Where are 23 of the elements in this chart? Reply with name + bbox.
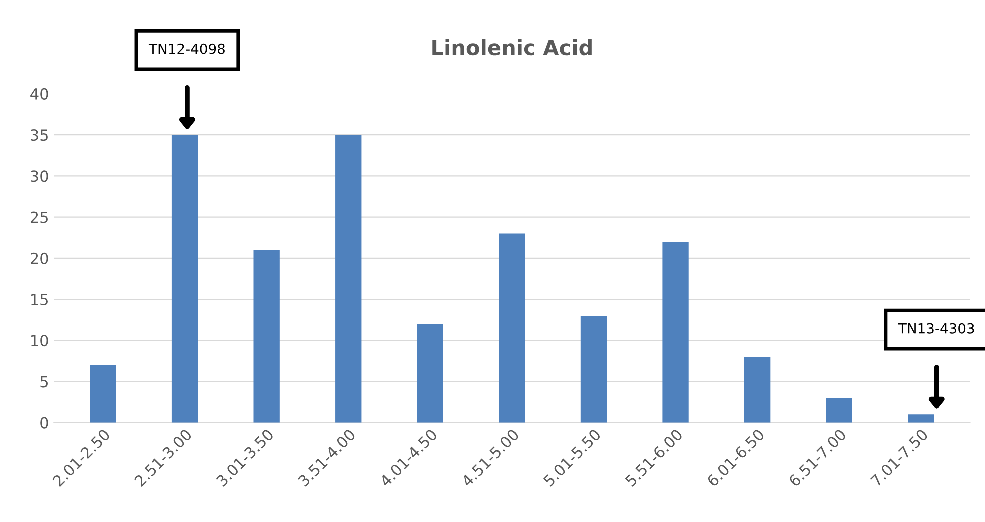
bar xyxy=(254,250,280,423)
bar xyxy=(908,414,934,423)
y-tick-label: 25 xyxy=(30,212,48,224)
bar xyxy=(662,242,689,423)
y-tick-label: 0 xyxy=(40,417,48,429)
bar xyxy=(90,365,116,423)
y-tick-label: 40 xyxy=(30,88,48,100)
annotation: TN13-4303 xyxy=(898,323,974,334)
bar xyxy=(172,135,198,423)
bar xyxy=(580,316,608,423)
bar xyxy=(826,398,852,423)
y-tick-label: 35 xyxy=(31,130,48,142)
y-tick-label: 20 xyxy=(30,252,48,264)
bar xyxy=(744,357,771,423)
chart-title: Linolenic Acid xyxy=(432,40,592,56)
y-tick-label: 15 xyxy=(32,294,48,306)
y-tick-label: 5 xyxy=(40,376,48,388)
bar xyxy=(417,324,444,423)
y-tick-label: 10 xyxy=(32,335,48,347)
y-tick-label: 30 xyxy=(31,170,48,182)
bar xyxy=(336,135,362,423)
text: TN12-4098 xyxy=(148,44,225,54)
bar xyxy=(499,234,526,423)
